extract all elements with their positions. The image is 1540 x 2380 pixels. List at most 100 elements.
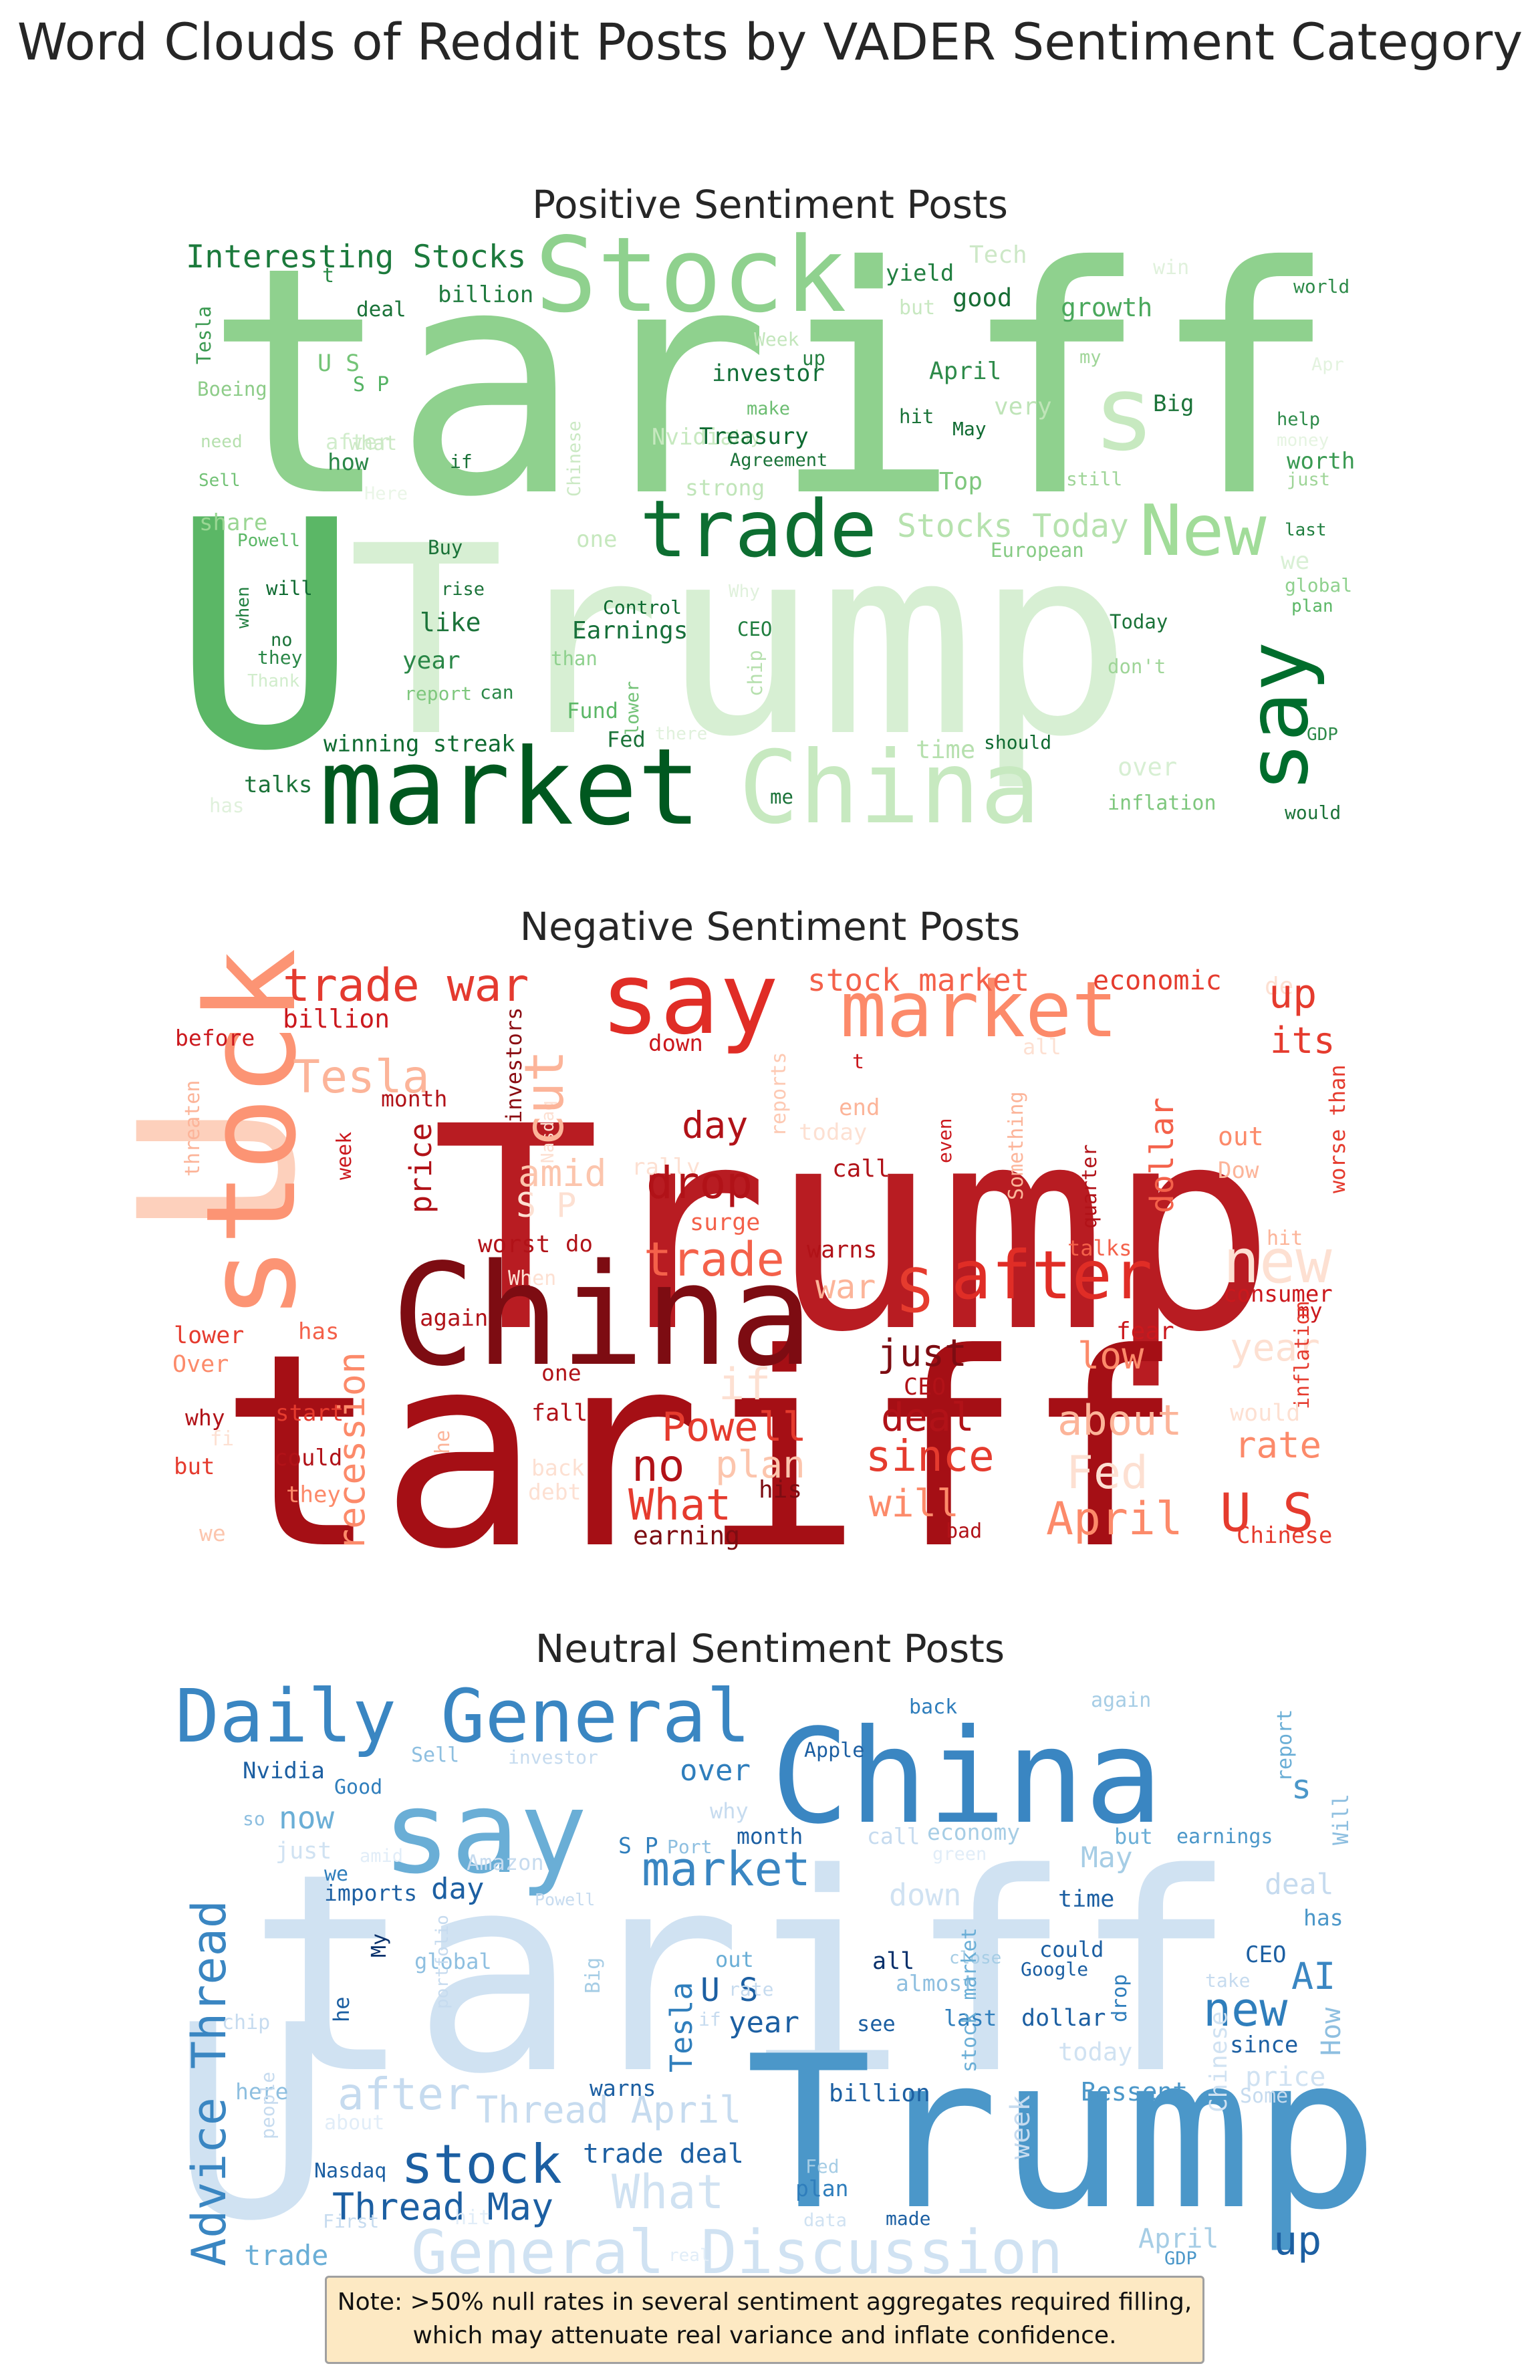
- cloud-word: today: [799, 1119, 867, 1146]
- cloud-word: week: [333, 1132, 356, 1180]
- cloud-word: than: [551, 647, 598, 670]
- cloud-word: amid: [360, 1846, 403, 1867]
- cloud-word: quarter: [1078, 1145, 1102, 1229]
- cloud-word: Trump: [745, 2012, 1379, 2256]
- cloud-word: there: [655, 724, 707, 744]
- cloud-word: rate: [729, 1978, 773, 2000]
- cloud-word: share: [199, 509, 267, 536]
- cloud-word: Trump: [348, 490, 1132, 794]
- cloud-word: one: [541, 1360, 582, 1386]
- cloud-word: my: [1297, 1298, 1323, 1324]
- cloud-word: his: [759, 1476, 802, 1504]
- cloud-word: war: [815, 1268, 876, 1306]
- cloud-word: threaten: [181, 1080, 205, 1177]
- cloud-word: could: [274, 1445, 342, 1471]
- cloud-word: day: [682, 1104, 748, 1147]
- cloud-word: need: [201, 432, 243, 452]
- cloud-word: market: [840, 965, 1118, 1055]
- cloud-word: First: [323, 2210, 379, 2232]
- cloud-word: all: [1023, 1034, 1061, 1060]
- cloud-word: strong: [685, 475, 765, 501]
- cloud-word: Chinese: [564, 421, 585, 497]
- cloud-word: investors: [501, 1007, 527, 1123]
- cloud-word: Google: [1021, 1958, 1088, 1980]
- cloud-word: up: [802, 347, 825, 370]
- cloud-word: me: [770, 786, 793, 808]
- cloud-word: but: [1114, 1824, 1153, 1849]
- cloud-word: after: [951, 1236, 1152, 1314]
- cloud-word: they: [257, 646, 302, 669]
- cloud-word: Agreement: [730, 450, 827, 471]
- cloud-word: Nvidia: [243, 1758, 325, 1784]
- cloud-word: CEO: [737, 618, 772, 640]
- cloud-word: amid: [518, 1152, 606, 1195]
- cloud-word: inflation: [1108, 792, 1216, 815]
- cloud-word: my: [1079, 347, 1102, 368]
- neutral-panel-title: Neutral Sentiment Posts: [535, 1626, 1005, 1671]
- cloud-word: just: [1287, 469, 1330, 490]
- note-line-2: which may attenuate real variance and in…: [412, 2322, 1117, 2349]
- cloud-word: cut: [513, 1050, 575, 1147]
- cloud-word: report: [404, 683, 472, 705]
- cloud-word: drop: [1108, 1974, 1132, 2022]
- cloud-word: hit: [899, 405, 934, 428]
- cloud-word: GDP: [1164, 2248, 1197, 2269]
- cloud-word: say: [1230, 641, 1327, 792]
- cloud-word: today: [1058, 2038, 1132, 2066]
- cloud-word: S P: [618, 1832, 658, 1859]
- cloud-word: before: [175, 1025, 255, 1051]
- cloud-word: inflation: [1291, 1300, 1314, 1409]
- cloud-word: Boeing: [197, 378, 267, 400]
- cloud-word: warns: [590, 2075, 656, 2101]
- cloud-word: Fed: [805, 2155, 840, 2177]
- cloud-word: Bessent: [1081, 2077, 1188, 2107]
- cloud-word: Thread May: [332, 2185, 553, 2228]
- cloud-word: don't: [1108, 655, 1166, 678]
- cloud-word: worth: [1287, 448, 1355, 475]
- cloud-word: Buy: [428, 536, 463, 559]
- cloud-word: why: [710, 1798, 749, 1824]
- cloud-word: price: [1245, 2062, 1325, 2093]
- cloud-word: Tesla: [192, 306, 215, 364]
- cloud-word: S: [897, 1256, 933, 1326]
- cloud-word: call: [867, 1823, 920, 1849]
- cloud-word: dollar: [1021, 2005, 1106, 2032]
- cloud-word: t: [852, 1050, 864, 1074]
- cloud-word: earning: [633, 1521, 740, 1550]
- cloud-word: Treasury: [699, 423, 809, 450]
- cloud-word: no: [271, 630, 293, 650]
- cloud-word: about: [324, 2111, 384, 2135]
- cloud-word: day: [431, 1872, 484, 1906]
- cloud-word: Thank: [247, 671, 300, 691]
- cloud-word: plan: [1291, 596, 1333, 616]
- cloud-word: rally: [632, 1154, 700, 1181]
- cloud-word: data: [803, 2210, 847, 2231]
- cloud-word: year: [729, 2006, 799, 2040]
- cloud-word: has: [298, 1318, 339, 1345]
- cloud-word: do: [565, 1231, 593, 1258]
- cloud-word: money: [1277, 431, 1329, 451]
- cloud-word: drop: [646, 1157, 753, 1209]
- cloud-word: good: [952, 283, 1012, 312]
- cloud-word: Powell: [662, 1404, 807, 1451]
- cloud-word: since: [866, 1432, 995, 1481]
- cloud-word: billion: [829, 2080, 930, 2107]
- cloud-word: just: [275, 1838, 332, 1865]
- cloud-word: Apple: [804, 1739, 864, 1762]
- cloud-word: over: [1118, 753, 1177, 782]
- cloud-word: can: [480, 681, 514, 703]
- cloud-word: CEO: [904, 1374, 946, 1401]
- cloud-word: April: [1046, 1493, 1183, 1546]
- cloud-word: report: [1273, 1709, 1297, 1782]
- cloud-word: trade: [640, 483, 877, 575]
- cloud-word: s: [1291, 1768, 1311, 1806]
- cloud-word: S P: [516, 1186, 576, 1225]
- cloud-word: Sell: [411, 1744, 459, 1767]
- cloud-word: start: [275, 1400, 344, 1427]
- cloud-word: out: [715, 1947, 754, 1972]
- cloud-word: Interesting Stocks: [186, 239, 526, 275]
- cloud-word: plan: [795, 2175, 848, 2202]
- cloud-word: if: [698, 2008, 721, 2030]
- cloud-word: since: [1230, 2032, 1298, 2058]
